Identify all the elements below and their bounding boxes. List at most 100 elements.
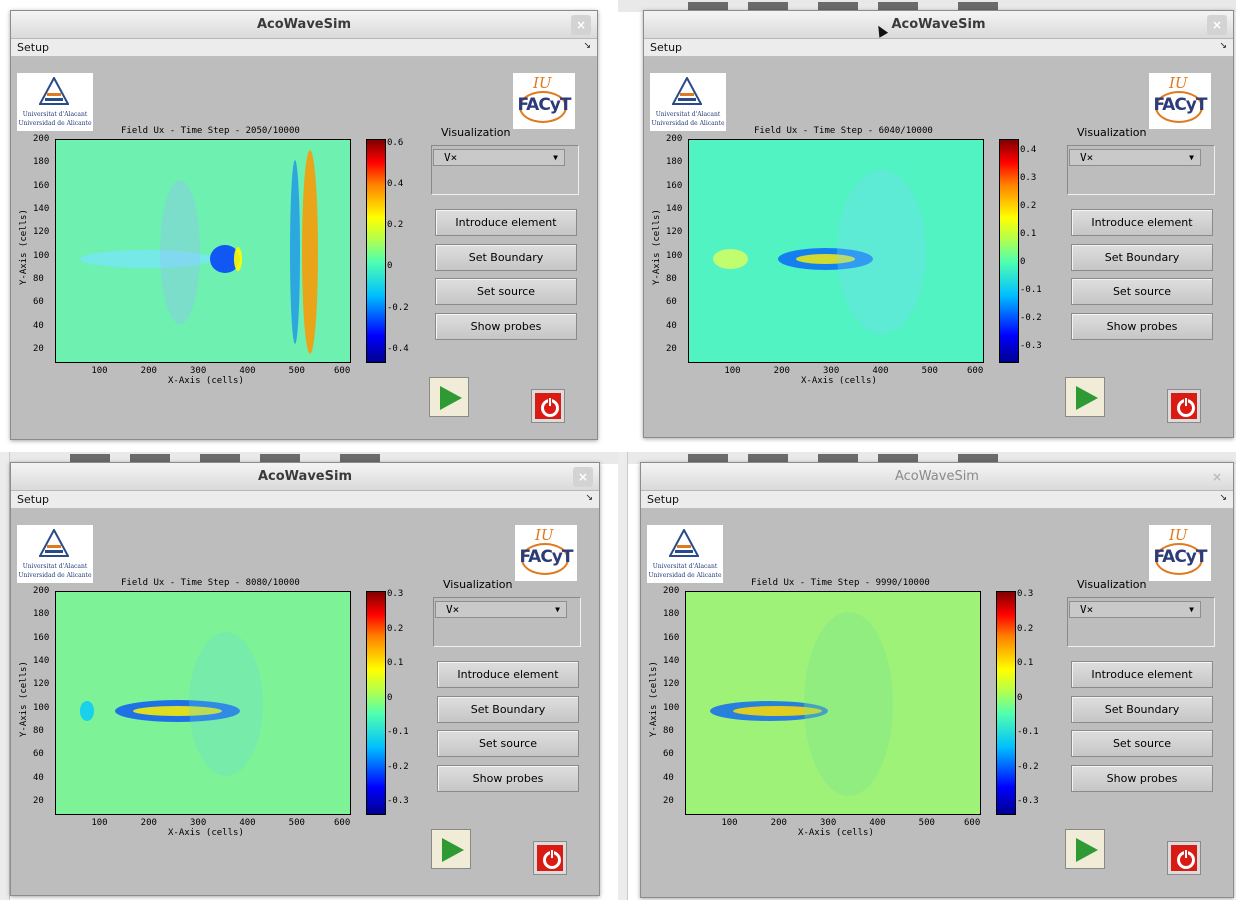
colorbar-tick-label: -0.2 [1020,313,1042,324]
close-icon[interactable]: × [571,15,591,35]
colorbar [366,139,386,363]
menu-bar: Setup ↘ [641,491,1233,509]
x-tick-label: 500 [288,818,305,828]
window-title: AcoWaveSim [257,469,352,484]
plot-title: Field Ux - Time Step - 8080/10000 [121,578,300,588]
y-tick-label: 40 [33,320,44,331]
show-probes-button[interactable]: Show probes [1071,765,1213,792]
facyt-wordmark: FACyT [517,95,572,115]
facyt-ring [1155,91,1203,123]
set-source-button[interactable]: Set source [435,278,577,305]
x-tick-label: 600 [334,366,351,376]
power-off-button[interactable] [1167,841,1201,875]
menu-arrow-icon: ↘ [1219,493,1227,503]
y-tick-label: 120 [663,679,680,690]
y-tick-label: 80 [666,274,677,284]
power-icon [1171,845,1197,871]
colorbar-tick-label: 0.6 [387,138,404,149]
set-boundary-button[interactable]: Set Boundary [437,696,579,723]
set-source-button[interactable]: Set source [437,730,579,757]
set-source-button[interactable]: Set source [1071,278,1213,305]
y-axis-label: Y-Axis (cells) [652,209,662,285]
menu-bar: Setup ↘ [644,39,1233,57]
plot-title: Field Ux - Time Step - 6040/10000 [754,126,933,136]
visualization-label: Visualization [1077,126,1147,139]
y-tick-label: 180 [33,609,50,620]
y-tick-label: 100 [663,702,680,713]
x-axis-label: X-Axis (cells) [168,828,244,838]
play-icon [1076,838,1098,862]
visualization-selected-value: V× [1080,603,1094,616]
visualization-panel [1067,597,1215,647]
power-off-button[interactable] [533,841,567,875]
university-name-line1: Universitat d'Alacant [655,111,721,118]
facyt-iu-text: IU [533,74,552,92]
menu-setup[interactable]: Setup [650,41,683,54]
play-button[interactable] [431,829,471,869]
visualization-selected-value: V× [446,603,460,616]
x-tick-label: 400 [239,818,256,828]
visualization-select[interactable]: V× ▼ [1069,601,1201,618]
background-thumbnail [958,454,998,462]
introduce-element-button[interactable]: Introduce element [435,209,577,236]
menu-setup[interactable]: Setup [647,493,680,506]
introduce-element-button[interactable]: Introduce element [1071,209,1213,236]
show-probes-button[interactable]: Show probes [435,313,577,340]
chevron-down-icon: ▼ [555,605,560,614]
colorbar [366,591,386,815]
menu-setup[interactable]: Setup [17,41,50,54]
show-probes-button[interactable]: Show probes [1071,313,1213,340]
visualization-select[interactable]: V× ▼ [1069,149,1201,166]
colorbar-tick-label: 0.1 [387,658,404,669]
play-button[interactable] [429,377,469,417]
window-title: AcoWaveSim [256,17,351,32]
background-thumbnail [688,454,728,462]
set-boundary-button[interactable]: Set Boundary [435,244,577,271]
menu-setup[interactable]: Setup [17,493,50,506]
colorbar [996,591,1016,815]
introduce-element-button[interactable]: Introduce element [1071,661,1213,688]
visualization-select[interactable]: V× ▼ [433,149,565,166]
play-button[interactable] [1065,377,1105,417]
close-icon[interactable]: × [1207,15,1227,35]
background-taskbar [618,0,1236,12]
power-off-button[interactable] [1167,389,1201,423]
set-boundary-button[interactable]: Set Boundary [1071,244,1213,271]
x-tick-label: 100 [724,366,741,376]
y-tick-label: 200 [666,134,683,144]
show-probes-button[interactable]: Show probes [437,765,579,792]
x-axis-label: X-Axis (cells) [798,828,874,838]
university-emblem-icon [668,527,700,557]
close-icon[interactable]: × [1211,470,1223,484]
set-boundary-button[interactable]: Set Boundary [1071,696,1213,723]
menu-arrow-icon: ↘ [1219,41,1227,51]
power-off-button[interactable] [531,389,565,423]
visualization-panel [1067,145,1215,195]
play-button[interactable] [1065,829,1105,869]
colorbar-tick-label: -0.1 [387,727,409,738]
field-wave-pattern [795,253,855,264]
power-icon [1171,393,1197,419]
visualization-panel [431,145,579,195]
x-tick-label: 400 [869,818,886,828]
y-tick-label: 60 [666,297,677,308]
introduce-element-button[interactable]: Introduce element [437,661,579,688]
power-bar [550,849,554,859]
y-tick-label: 40 [33,772,44,783]
field-wave-pattern [301,150,318,354]
snapshot-panel: AcoWaveSim × Setup ↘ Universitat d'Alacant Un… [0,452,618,900]
background-window-edge [0,452,10,900]
colorbar-tick-label: 0.1 [1020,229,1037,240]
colorbar-tick-label: 0.3 [387,589,404,600]
x-tick-label: 300 [190,818,207,828]
colorbar-tick-label: -0.3 [1020,341,1042,352]
y-tick-label: 20 [33,344,44,354]
x-tick-label: 100 [721,818,738,828]
colorbar-tick-label: 0.1 [1017,658,1034,669]
menu-arrow-icon: ↘ [583,41,591,51]
x-tick-label: 300 [823,366,840,376]
visualization-panel [433,597,581,647]
visualization-select[interactable]: V× ▼ [435,601,567,618]
close-icon[interactable]: × [573,467,593,487]
set-source-button[interactable]: Set source [1071,730,1213,757]
